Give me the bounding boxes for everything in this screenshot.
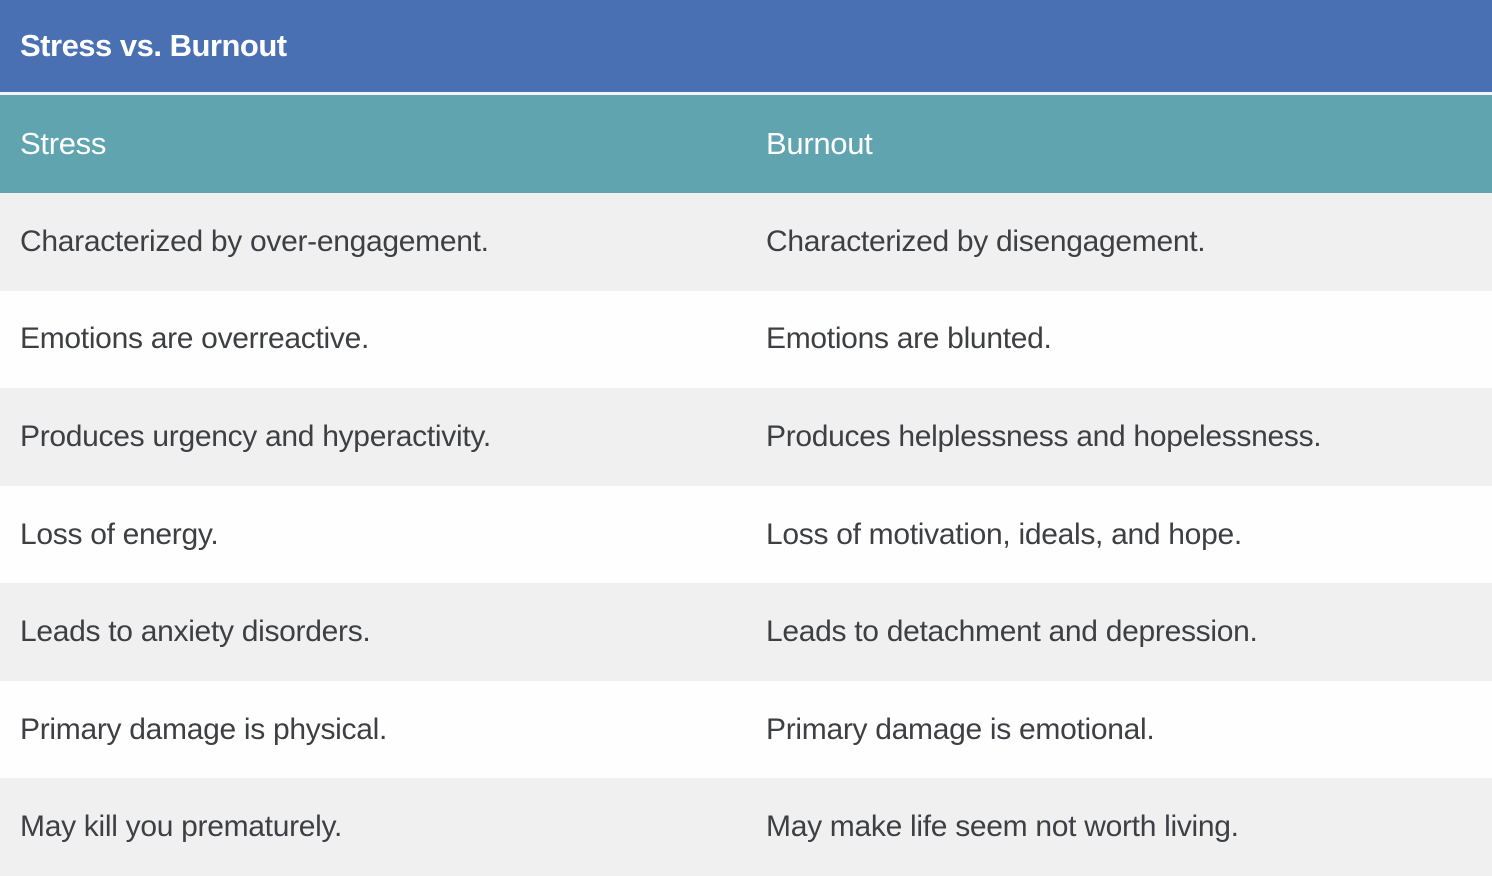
table-header-row: Stress Burnout xyxy=(0,95,1492,193)
table-title: Stress vs. Burnout xyxy=(20,28,287,63)
burnout-cell: Produces helplessness and hopelessness. xyxy=(766,419,1322,453)
burnout-cell: Characterized by disengagement. xyxy=(766,224,1206,258)
table-row: Produces urgency and hyperactivity. Prod… xyxy=(0,388,1492,486)
column-header-burnout: Burnout xyxy=(766,126,873,161)
burnout-cell: May make life seem not worth living. xyxy=(766,810,1239,844)
stress-cell: Produces urgency and hyperactivity. xyxy=(20,419,491,453)
table-body: Characterized by over-engagement. Charac… xyxy=(0,193,1492,876)
stress-cell: Characterized by over-engagement. xyxy=(20,224,489,258)
table-row: Loss of energy. Loss of motivation, idea… xyxy=(0,485,1492,584)
table-row: Leads to anxiety disorders. Leads to det… xyxy=(0,583,1492,681)
table-title-bar: Stress vs. Burnout xyxy=(0,0,1492,95)
burnout-cell: Primary damage is emotional. xyxy=(766,712,1155,746)
table-row: May kill you prematurely. May make life … xyxy=(0,778,1492,876)
burnout-cell: Leads to detachment and depression. xyxy=(766,615,1258,649)
table-row: Primary damage is physical. Primary dama… xyxy=(0,680,1492,779)
stress-cell: Leads to anxiety disorders. xyxy=(20,615,371,649)
stress-cell: Loss of energy. xyxy=(20,517,219,551)
stress-cell: Primary damage is physical. xyxy=(20,712,388,746)
table-row: Emotions are overreactive. Emotions are … xyxy=(0,290,1492,389)
stress-cell: May kill you prematurely. xyxy=(20,810,343,844)
stress-cell: Emotions are overreactive. xyxy=(20,322,370,356)
burnout-cell: Emotions are blunted. xyxy=(766,322,1052,356)
burnout-cell: Loss of motivation, ideals, and hope. xyxy=(766,517,1242,551)
column-header-stress: Stress xyxy=(20,126,107,161)
table-row: Characterized by over-engagement. Charac… xyxy=(0,193,1492,291)
